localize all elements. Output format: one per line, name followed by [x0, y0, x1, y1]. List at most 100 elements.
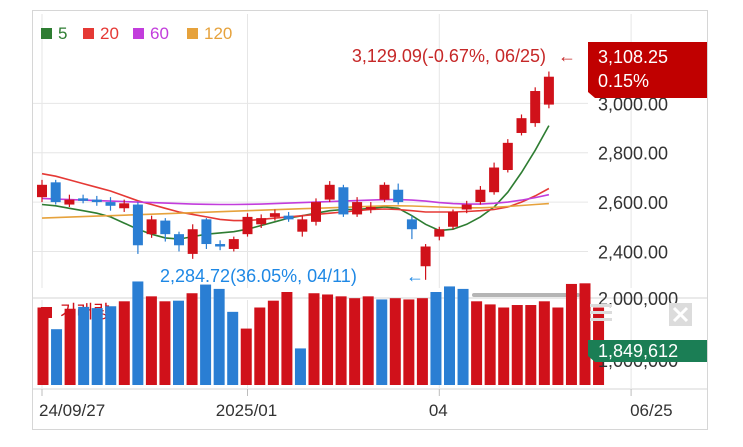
volume-bar [240, 328, 252, 385]
current-price-badge-bg [588, 42, 707, 98]
candle-body [475, 189, 486, 203]
candle-body [283, 215, 294, 220]
candle-body [269, 213, 280, 217]
candle-body [502, 142, 513, 170]
volume-bar [159, 301, 171, 385]
volume-bar [444, 286, 455, 385]
candle-body [420, 246, 431, 267]
current-volume-badge-bg [588, 340, 707, 362]
volume-bar [457, 288, 469, 385]
current-price-value: 3,108.25 [598, 47, 668, 67]
volume-bar [145, 296, 157, 385]
volume-bar [322, 294, 334, 385]
scroll-handle[interactable] [472, 293, 580, 297]
candle-body [379, 184, 390, 200]
x-tick-label: 04 [429, 401, 448, 420]
volume-bar [91, 308, 103, 385]
candle-body [228, 239, 239, 249]
candle-body [215, 244, 226, 247]
volume-bar [335, 296, 347, 385]
volume-bar [78, 306, 90, 385]
ma-lines [41, 125, 550, 240]
x-tick-label: 2025/01 [216, 401, 277, 420]
ma120-legend-swatch [187, 28, 198, 39]
candle-body [448, 211, 458, 227]
ma60-line [41, 193, 550, 206]
candle-body [516, 118, 527, 133]
low-annotation: 2,284.72(36.05%, 04/11) [160, 266, 357, 286]
volume-bar [51, 329, 63, 385]
candle-body [78, 198, 89, 201]
volume-bar [200, 284, 212, 385]
volume-bar [565, 283, 577, 385]
ma20-legend-swatch [83, 28, 94, 39]
volume-bar [132, 281, 144, 385]
volume-bar [403, 299, 415, 385]
volume-bar [538, 301, 550, 385]
candle-body [64, 199, 75, 205]
current-volume-value: 1,849,612 [598, 341, 678, 361]
candle-body [543, 76, 554, 105]
volume-bar [37, 307, 49, 385]
volume-bar [579, 283, 591, 385]
candle-body [256, 218, 267, 225]
volume-bar [64, 308, 76, 385]
close-panel-icon[interactable] [669, 303, 692, 326]
volume-bar [430, 292, 442, 385]
volume-bar [213, 288, 225, 385]
price-tick-label: 2,800.00 [598, 144, 668, 164]
volume-bar [227, 311, 239, 385]
candle-body [105, 202, 116, 206]
candle-body [91, 199, 102, 203]
ma60-legend-label: 60 [150, 24, 169, 43]
x-axis: 24/09/27 2025/01 04 06/25 [39, 389, 673, 420]
candle-body [37, 184, 47, 198]
current-volume-badge: 1,849,612 [588, 340, 707, 362]
candle-body [160, 220, 171, 235]
candle-body [365, 207, 376, 210]
ma20-legend-label: 20 [100, 24, 119, 43]
candle-body [489, 167, 500, 193]
ma5-legend-label: 5 [58, 24, 67, 43]
price-axis: 3,000.00 2,800.00 2,600.00 2,400.00 [598, 94, 668, 262]
price-tick-label: 2,400.00 [598, 242, 668, 262]
candles [37, 71, 554, 280]
ma120-legend-label: 120 [204, 24, 232, 43]
candle-body [406, 219, 417, 230]
low-annotation-arrow: ← [406, 266, 424, 286]
ma20-line [41, 172, 550, 222]
grid [33, 14, 707, 390]
candle-body [434, 229, 445, 237]
candle-body [461, 204, 472, 210]
candle-body [201, 219, 212, 245]
volume-bar [254, 307, 266, 385]
candle-body [393, 189, 404, 203]
volume-bar [267, 300, 279, 385]
candle-body [132, 204, 143, 246]
volume-bar [498, 307, 510, 385]
candle-body [146, 219, 157, 235]
volume-bar [525, 305, 537, 385]
volume-bar [118, 301, 130, 385]
volume-bar [552, 307, 564, 385]
candle-body [530, 91, 541, 124]
volume-bar [376, 299, 388, 385]
candle-body [174, 234, 184, 246]
candle-body [242, 216, 253, 235]
volume-bar [471, 301, 483, 385]
panel-menu-icon[interactable] [590, 304, 612, 321]
volume-bar [484, 304, 496, 385]
volume-bar [416, 298, 428, 385]
ma5-line [41, 125, 550, 240]
volume-bar [511, 305, 523, 385]
candle-body [297, 219, 308, 232]
high-annotation: 3,129.09(-0.67%, 06/25) [352, 46, 546, 66]
volume-bar [349, 298, 361, 385]
candle-body [311, 202, 321, 222]
current-price-badge: 3,108.25 0.15% [588, 42, 707, 98]
candle-body [324, 184, 335, 200]
x-tick-label: 06/25 [630, 401, 673, 420]
ma60-legend-swatch [133, 28, 144, 39]
volume-bar [173, 300, 184, 385]
